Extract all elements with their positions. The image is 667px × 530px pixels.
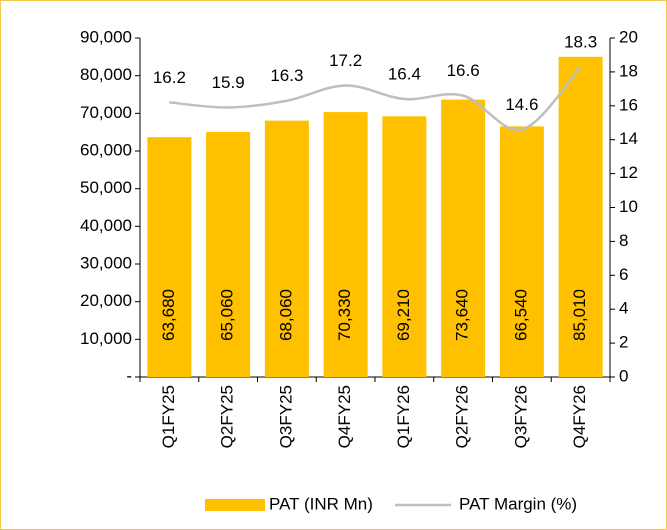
line-value-label: 15.9: [212, 73, 245, 92]
bar: [382, 116, 427, 378]
line-value-label: 16.6: [447, 61, 480, 80]
line-value-label: 14.6: [505, 95, 538, 114]
x-tick-label: Q1FY26: [394, 385, 413, 448]
x-tick-label: Q2FY26: [453, 385, 472, 448]
y-tick-label: 10,000: [80, 329, 132, 348]
y-tick-label: 20,000: [80, 291, 132, 310]
line-value-label: 16.4: [388, 65, 421, 84]
y-tick-label: 40,000: [80, 216, 132, 235]
line-value-label: 16.3: [270, 66, 303, 85]
bar-value-label: 73,640: [453, 289, 472, 341]
bar-value-label: 69,210: [394, 289, 413, 341]
x-tick-label: Q4FY25: [335, 385, 354, 448]
y2-tick-label: 4: [619, 299, 628, 318]
y2-tick-label: 2: [619, 333, 628, 352]
y-tick-label: 50,000: [80, 178, 132, 197]
line: [169, 65, 582, 132]
line-value-label: 16.2: [153, 68, 186, 87]
y-tick-label: 70,000: [80, 103, 132, 122]
y2-tick-label: 14: [619, 129, 638, 148]
x-tick-label: Q4FY26: [570, 385, 589, 448]
y2-tick-label: 10: [619, 197, 638, 216]
line-value-label: 18.3: [564, 32, 597, 51]
legend-swatch: [205, 499, 265, 511]
x-tick-label: Q1FY25: [159, 385, 178, 448]
bar-value-label: 66,540: [511, 289, 530, 341]
y2-tick-label: 18: [619, 61, 638, 80]
y2-tick-label: 12: [619, 163, 638, 182]
y2-tick-label: 16: [619, 95, 638, 114]
bar: [264, 120, 309, 378]
y-tick-label: 30,000: [80, 253, 132, 272]
bar-value-label: 70,330: [335, 289, 354, 341]
y-tick-label: -: [126, 366, 132, 385]
y2-tick-label: 6: [619, 265, 628, 284]
x-tick-label: Q2FY25: [218, 385, 237, 448]
legend-label: PAT (INR Mn): [269, 494, 373, 513]
bar-value-label: 63,680: [159, 289, 178, 341]
bar: [323, 112, 368, 377]
y2-tick-label: 20: [619, 27, 638, 46]
y-tick-label: 90,000: [80, 27, 132, 46]
legend-label: PAT Margin (%): [459, 494, 577, 513]
y2-tick-label: 8: [619, 231, 628, 250]
x-tick-label: Q3FY25: [276, 385, 295, 448]
bar: [147, 137, 192, 377]
y2-tick-label: 0: [619, 366, 628, 385]
bar: [206, 131, 251, 377]
bar-value-label: 85,010: [570, 289, 589, 341]
bar: [499, 126, 544, 377]
line-value-label: 17.2: [329, 51, 362, 70]
bar: [441, 99, 486, 377]
bar-value-label: 68,060: [276, 289, 295, 341]
y-tick-label: 80,000: [80, 65, 132, 84]
bar-value-label: 65,060: [218, 289, 237, 341]
x-tick-label: Q3FY26: [511, 385, 530, 448]
y-tick-label: 60,000: [80, 140, 132, 159]
bar: [558, 56, 603, 378]
